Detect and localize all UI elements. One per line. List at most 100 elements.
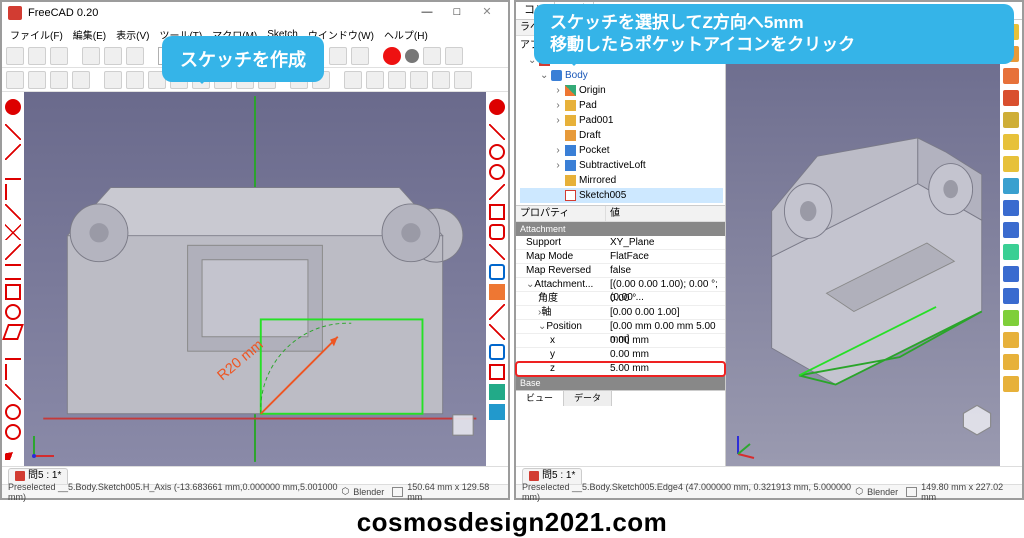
constraint-icon[interactable] — [489, 404, 505, 420]
prop-value[interactable]: [0.00 0.00 1.00] — [606, 306, 725, 319]
nav-icon[interactable] — [28, 71, 46, 89]
tool-refresh-icon[interactable] — [126, 47, 144, 65]
dim-tool-icon[interactable] — [2, 324, 24, 340]
tool-icon[interactable] — [445, 47, 463, 65]
pocket-tool-icon[interactable] — [1003, 200, 1019, 216]
nav-icon[interactable] — [50, 71, 68, 89]
symm-tool-icon[interactable] — [5, 284, 21, 300]
pd-tool-icon[interactable] — [1003, 288, 1019, 304]
tool-redo-icon[interactable] — [104, 47, 122, 65]
tool-icon[interactable] — [423, 47, 441, 65]
prop-value[interactable]: [0.00 mm 0.00 mm 5.00 mm] — [606, 320, 725, 333]
nav-cube[interactable] — [960, 402, 994, 436]
constraint-icon[interactable] — [489, 364, 505, 380]
tool-open-icon[interactable] — [28, 47, 46, 65]
menu-item[interactable]: ヘルプ(H) — [380, 27, 432, 42]
hdim-tool-icon[interactable] — [5, 344, 21, 360]
pd-tool-icon[interactable] — [1003, 376, 1019, 392]
minimize-button[interactable]: — — [412, 3, 442, 23]
vline-tool-icon[interactable] — [5, 184, 21, 200]
view-icon[interactable] — [104, 71, 122, 89]
tool-new-icon[interactable] — [6, 47, 24, 65]
constraint-icon[interactable] — [489, 324, 505, 340]
sketch-icon[interactable] — [388, 71, 406, 89]
perp-tool-icon[interactable] — [5, 224, 21, 240]
pd-tool-icon[interactable] — [1003, 134, 1019, 150]
prop-tab[interactable]: データ — [564, 391, 612, 406]
constraint-icon[interactable] — [489, 304, 505, 320]
tool-undo-icon[interactable] — [82, 47, 100, 65]
prop-z-row-highlighted[interactable]: z5.00 mm — [516, 362, 725, 376]
nav-icon[interactable] — [72, 71, 90, 89]
constraint-icon[interactable] — [489, 184, 505, 200]
ldim-tool-icon[interactable] — [5, 384, 21, 400]
pd-tool-icon[interactable] — [1003, 90, 1019, 106]
menu-item[interactable]: 表示(V) — [112, 27, 153, 42]
sketch-icon[interactable] — [454, 71, 472, 89]
constraint-icon[interactable] — [489, 144, 505, 160]
tangent-tool-icon[interactable] — [5, 244, 21, 260]
menu-item[interactable]: ファイル(F) — [6, 27, 67, 42]
hline-tool-icon[interactable] — [5, 164, 21, 180]
status-renderer[interactable]: Blender — [353, 487, 384, 497]
pd-tool-icon[interactable] — [1003, 222, 1019, 238]
prop-tab[interactable]: ビュー — [516, 391, 564, 406]
nav-cube[interactable] — [446, 408, 480, 442]
vdim-tool-icon[interactable] — [5, 364, 21, 380]
prop-value[interactable]: 0.00 mm — [606, 334, 725, 347]
constraint-icon[interactable] — [489, 124, 505, 140]
menu-item[interactable]: 編集(E) — [69, 27, 110, 42]
constraint-icon[interactable] — [489, 204, 505, 220]
constraint-icon[interactable] — [489, 344, 505, 360]
status-renderer[interactable]: Blender — [867, 487, 898, 497]
constraint-icon[interactable] — [489, 224, 505, 240]
watermark-url: cosmosdesign2021.com — [0, 507, 1024, 538]
tool-icon[interactable] — [351, 47, 369, 65]
close-button[interactable]: ✕ — [472, 3, 502, 23]
pd-tool-icon[interactable] — [1003, 244, 1019, 260]
ddim-tool-icon[interactable] — [5, 424, 21, 440]
prop-value[interactable]: XY_Plane — [606, 236, 725, 249]
pd-tool-icon[interactable] — [1003, 68, 1019, 84]
sketch-icon[interactable] — [344, 71, 362, 89]
view-icon[interactable] — [126, 71, 144, 89]
nav-icon[interactable] — [6, 71, 24, 89]
sketch-icon[interactable] — [366, 71, 384, 89]
prop-value[interactable]: FlatFace — [606, 250, 725, 263]
pd-tool-icon[interactable] — [1003, 156, 1019, 172]
constraint-icon[interactable] — [489, 244, 505, 260]
pd-tool-icon[interactable] — [1003, 266, 1019, 282]
constraint-icon[interactable] — [489, 99, 505, 115]
pd-tool-icon[interactable] — [1003, 310, 1019, 326]
sketch-icon[interactable] — [410, 71, 428, 89]
record-macro-icon[interactable] — [383, 47, 401, 65]
parallel-tool-icon[interactable] — [5, 204, 21, 220]
equal-tool-icon[interactable] — [5, 264, 21, 280]
pd-tool-icon[interactable] — [1003, 354, 1019, 370]
prop-value[interactable]: [(0.00 0.00 1.00); 0.00 °; (0.00 ... — [606, 278, 725, 291]
constraint-icon[interactable] — [489, 384, 505, 400]
constraint-icon[interactable] — [489, 284, 505, 300]
tool-save-icon[interactable] — [50, 47, 68, 65]
pd-tool-icon[interactable] — [1003, 178, 1019, 194]
point-tool-icon[interactable] — [5, 99, 21, 115]
arc-tool-icon[interactable] — [5, 144, 21, 160]
constraint-icon[interactable] — [489, 164, 505, 180]
line-tool-icon[interactable] — [5, 124, 21, 140]
maximize-button[interactable]: □ — [442, 3, 472, 23]
pd-tool-icon[interactable] — [1003, 112, 1019, 128]
viewport-3d-iso[interactable] — [726, 20, 1000, 466]
viewport-3d[interactable]: R20 mm — [24, 92, 486, 466]
prop-value[interactable]: 0.00 mm — [606, 348, 725, 361]
tool-icon[interactable] — [329, 47, 347, 65]
block-tool-icon[interactable] — [5, 304, 21, 320]
pd-tool-icon[interactable] — [1003, 332, 1019, 348]
prop-value[interactable]: false — [606, 264, 725, 277]
tree-item-selected[interactable]: Sketch005 — [520, 188, 723, 203]
angle-tool-icon[interactable] — [5, 444, 21, 460]
constraint-icon[interactable] — [489, 264, 505, 280]
prop-value[interactable]: 0.00 ° — [606, 292, 725, 305]
rdim-tool-icon[interactable] — [5, 404, 21, 420]
stop-macro-icon[interactable] — [405, 49, 419, 63]
sketch-icon[interactable] — [432, 71, 450, 89]
